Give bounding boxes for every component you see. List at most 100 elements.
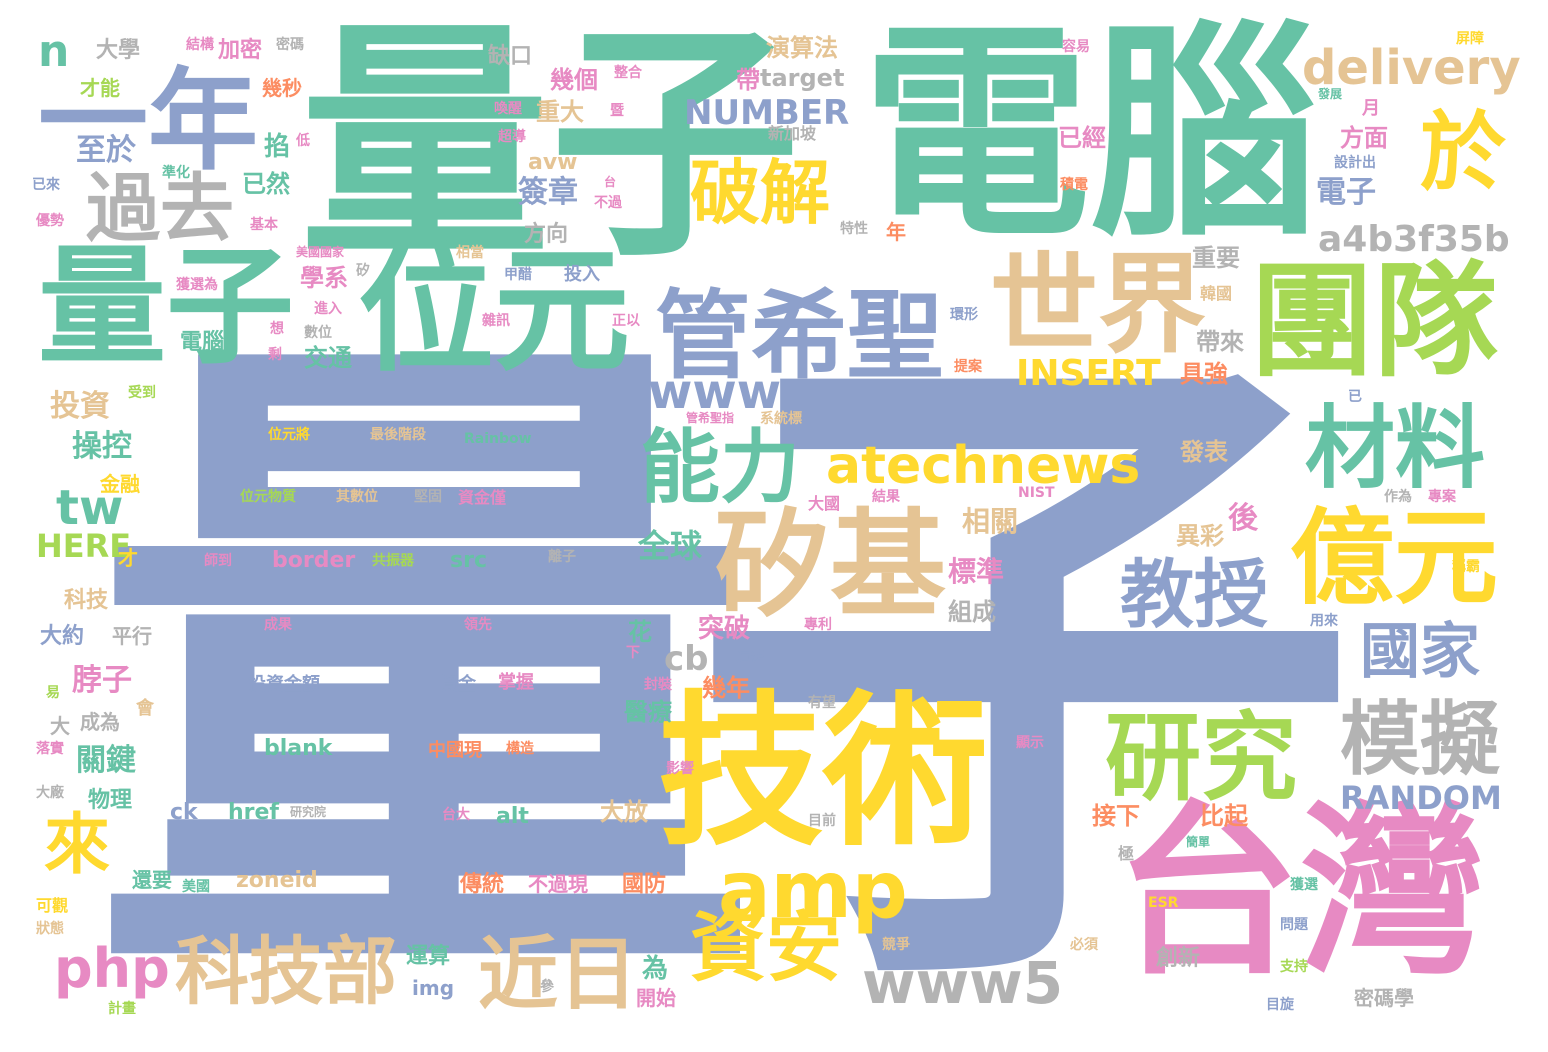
- word: 可觀: [36, 896, 69, 915]
- word: 量子: [90, 284, 1359, 1052]
- word: 離子: [548, 549, 576, 565]
- word: 幾年: [702, 674, 750, 702]
- word: 國家: [1360, 617, 1480, 687]
- word: 不過: [594, 195, 622, 211]
- word: a4b3f35b: [1318, 219, 1510, 260]
- word: 專利: [804, 617, 832, 633]
- word: 帶來: [1196, 328, 1244, 356]
- word: 不過現: [528, 872, 588, 896]
- word: 下: [626, 645, 640, 661]
- word: 支持: [1280, 959, 1308, 975]
- word: src: [450, 548, 487, 573]
- word: 研究院: [290, 805, 327, 819]
- word: 稱霸: [1452, 559, 1480, 575]
- word: 中國現: [428, 740, 482, 761]
- word: 電腦: [180, 330, 225, 355]
- word: 大廠: [36, 785, 64, 801]
- word: 帶: [736, 66, 760, 94]
- word: 屏障: [1456, 31, 1484, 47]
- word: 花: [628, 618, 652, 646]
- word: ESR: [1148, 895, 1179, 911]
- word: 模擬: [1340, 693, 1500, 786]
- word: 落實: [36, 741, 64, 757]
- word: 這使: [736, 649, 764, 665]
- word: 幾秒: [262, 76, 302, 100]
- word: 大放: [600, 798, 648, 826]
- word: 科技: [64, 588, 109, 613]
- word: 目前: [808, 813, 836, 829]
- word: 封裝: [644, 677, 672, 693]
- word: 電腦: [862, 1, 1318, 267]
- word: 韓國: [1200, 284, 1233, 303]
- word: 億元: [1290, 497, 1499, 619]
- word: 成為: [80, 710, 120, 734]
- word: 整合: [614, 65, 642, 81]
- word: 獲選: [1290, 877, 1318, 893]
- word: 美國國家: [296, 245, 345, 259]
- word: 投資: [50, 389, 110, 424]
- word: 已經: [1058, 124, 1106, 152]
- word: www: [648, 364, 782, 420]
- word: INSERT: [1016, 353, 1161, 394]
- word: 必須: [1070, 937, 1098, 953]
- word: 暨: [610, 103, 624, 119]
- word: 受到: [128, 385, 156, 401]
- word: 雜訊: [482, 313, 510, 329]
- word: 重大: [536, 98, 584, 126]
- word: 標準: [948, 555, 1005, 588]
- word: 來: [44, 806, 110, 883]
- word: href: [228, 800, 280, 825]
- word: 系統標: [760, 411, 802, 427]
- word: 想: [270, 321, 284, 337]
- word: 已來: [32, 177, 60, 193]
- word: 破解: [690, 152, 830, 234]
- word: 技術: [658, 676, 988, 868]
- word: 國防: [622, 872, 667, 897]
- word: NIST: [1018, 485, 1055, 501]
- word: 大: [50, 714, 70, 738]
- word: amp: [718, 846, 908, 936]
- word: 已然: [242, 170, 290, 198]
- word: 缺口: [488, 44, 533, 69]
- word: Rainbow: [464, 431, 532, 447]
- word: 幾個: [550, 66, 598, 94]
- word: 設計出: [1334, 155, 1376, 171]
- word: 後: [1228, 501, 1258, 536]
- word: 位元物質: [240, 489, 296, 505]
- word: 密碼學: [1354, 986, 1414, 1010]
- word: 傳統: [460, 872, 505, 897]
- word: 運算: [406, 944, 451, 969]
- word: 交通: [304, 344, 352, 372]
- word: n: [38, 26, 70, 77]
- word: NUMBER: [684, 93, 850, 133]
- word: 大國: [808, 494, 841, 513]
- word: 矽基: [714, 498, 946, 633]
- word: 計畫: [108, 1001, 136, 1017]
- word: 發表: [1180, 438, 1228, 466]
- word: 大學: [96, 38, 141, 63]
- word: 競爭: [882, 937, 910, 953]
- word: 師到: [204, 553, 232, 569]
- word: 近日: [478, 928, 638, 1021]
- word: 美國: [182, 879, 210, 895]
- word: 資金僅: [458, 488, 507, 507]
- word: 問題: [1280, 917, 1308, 933]
- word: 準化: [162, 165, 190, 181]
- word: 會: [136, 698, 154, 719]
- word: 學系: [300, 264, 348, 292]
- word: 提案: [954, 359, 982, 375]
- word: 剩: [268, 347, 282, 363]
- word: 資金: [440, 674, 476, 695]
- word: 能力: [640, 421, 800, 514]
- word: 台: [604, 175, 617, 189]
- word: 資安: [690, 903, 842, 992]
- word: 特性: [840, 221, 868, 237]
- word: 材料: [1305, 396, 1485, 501]
- word: border: [272, 548, 356, 573]
- word: 正以: [612, 313, 640, 329]
- word: 關鍵: [76, 743, 136, 778]
- word: 台灣: [1115, 784, 1485, 1000]
- word: 年: [886, 220, 906, 244]
- word: alt: [496, 804, 529, 829]
- word: 喚醒: [494, 101, 522, 117]
